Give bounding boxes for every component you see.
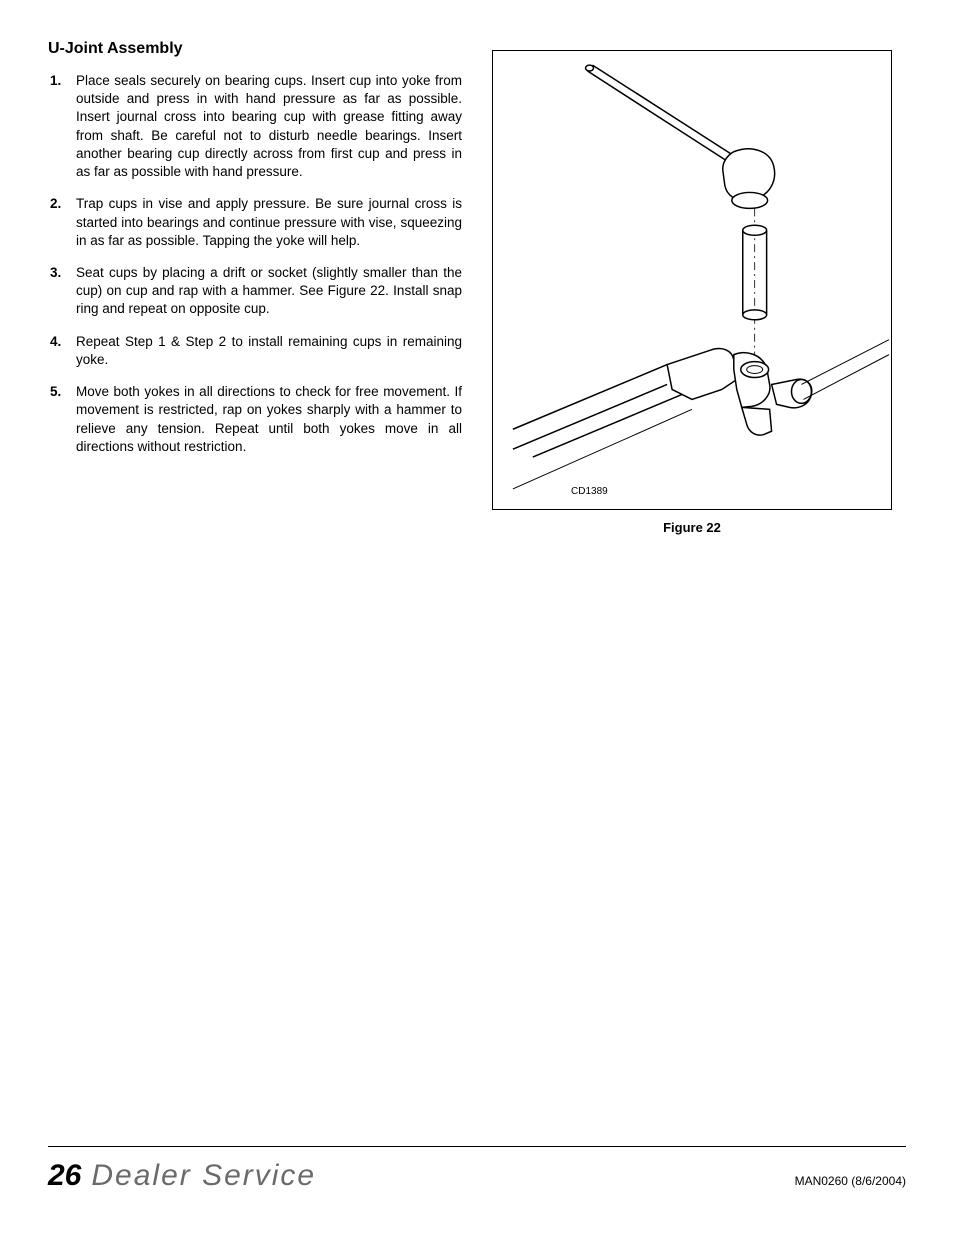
step-item: 2. Trap cups in vise and apply pressure.… <box>76 195 462 250</box>
page-number: 26 <box>48 1159 81 1193</box>
section-heading: U-Joint Assembly <box>48 40 462 58</box>
step-text: Place seals securely on bearing cups. In… <box>76 73 462 179</box>
step-number: 4. <box>50 333 61 351</box>
figure-internal-label: CD1389 <box>571 486 608 497</box>
figure-box: CD1389 <box>492 50 892 510</box>
assembly-steps-list: 1. Place seals securely on bearing cups.… <box>48 72 462 456</box>
step-item: 1. Place seals securely on bearing cups.… <box>76 72 462 181</box>
step-item: 5. Move both yokes in all directions to … <box>76 383 462 456</box>
step-item: 3. Seat cups by placing a drift or socke… <box>76 264 462 319</box>
figure-caption: Figure 22 <box>492 520 892 535</box>
ujoint-diagram-icon <box>493 51 891 509</box>
step-text: Trap cups in vise and apply pressure. Be… <box>76 196 462 247</box>
step-number: 5. <box>50 383 61 401</box>
step-text: Seat cups by placing a drift or socket (… <box>76 265 462 316</box>
page-footer: 26 Dealer Service MAN0260 (8/6/2004) <box>48 1146 906 1193</box>
step-text: Move both yokes in all directions to che… <box>76 384 462 454</box>
step-number: 2. <box>50 195 61 213</box>
document-id: MAN0260 (8/6/2004) <box>795 1174 906 1188</box>
footer-section-title: Dealer Service <box>91 1159 316 1193</box>
step-text: Repeat Step 1 & Step 2 to install remain… <box>76 334 462 367</box>
step-number: 1. <box>50 72 61 90</box>
step-item: 4. Repeat Step 1 & Step 2 to install rem… <box>76 333 462 369</box>
step-number: 3. <box>50 264 61 282</box>
